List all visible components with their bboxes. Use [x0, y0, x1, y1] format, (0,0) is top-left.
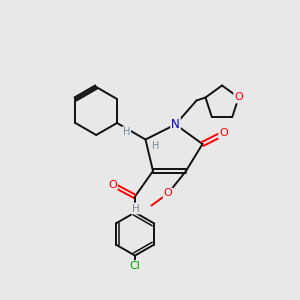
Text: Cl: Cl [130, 261, 140, 271]
Text: H: H [123, 127, 130, 137]
Text: H: H [152, 141, 160, 152]
Text: O: O [234, 92, 243, 103]
Text: H: H [132, 203, 140, 214]
Text: N: N [171, 118, 180, 131]
Text: O: O [108, 179, 117, 190]
Text: O: O [164, 188, 172, 199]
Text: O: O [219, 128, 228, 139]
